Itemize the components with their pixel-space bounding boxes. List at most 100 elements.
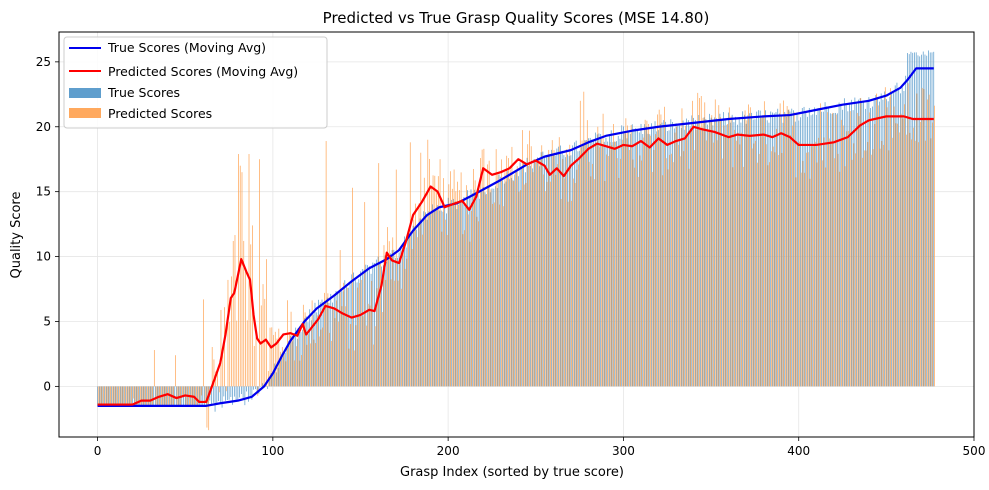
predicted-score-bar <box>616 158 618 387</box>
predicted-score-bar <box>420 152 422 387</box>
predicted-score-bar <box>152 386 153 406</box>
predicted-score-bar <box>411 248 413 387</box>
true-score-bar <box>798 120 800 387</box>
predicted-score-bar <box>134 386 136 406</box>
true-score-bar <box>840 103 842 387</box>
predicted-score-bar <box>369 305 371 387</box>
true-score-bar <box>230 386 232 397</box>
predicted-score-bar <box>129 386 131 406</box>
predicted-score-bar <box>274 331 276 387</box>
predicted-score-bar <box>329 332 331 387</box>
predicted-score-bar <box>699 97 700 387</box>
true-score-bar <box>102 386 104 406</box>
predicted-score-bar <box>862 157 863 387</box>
true-score-bar <box>716 118 717 387</box>
true-score-bar <box>779 113 780 387</box>
predicted-score-bar <box>451 188 453 387</box>
predicted-score-bar <box>723 125 725 387</box>
predicted-score-bar <box>551 140 553 387</box>
predicted-score-bar <box>664 106 665 387</box>
true-score-bar <box>807 116 808 387</box>
predicted-score-bar <box>762 115 763 387</box>
true-score-bar <box>728 112 730 387</box>
legend-label-pred-bars: Predicted Scores <box>108 106 212 121</box>
predicted-score-bar <box>166 386 167 406</box>
true-score-bar <box>384 255 386 387</box>
predicted-score-bar <box>741 132 742 387</box>
true-score-bar <box>530 165 531 387</box>
true-score-bar <box>581 147 582 387</box>
predicted-score-bar <box>576 169 578 387</box>
true-score-bar <box>135 386 137 406</box>
predicted-score-bar <box>562 158 564 387</box>
predicted-score-bar <box>688 168 690 387</box>
true-score-bar <box>577 151 579 387</box>
predicted-score-bar <box>148 386 150 406</box>
true-score-bar <box>295 327 297 387</box>
true-score-bar <box>277 367 279 387</box>
true-score-bar <box>747 115 749 387</box>
true-score-bar <box>870 108 872 387</box>
predicted-score-bar <box>709 121 711 387</box>
true-score-bar <box>165 386 167 406</box>
true-score-bar <box>857 99 859 387</box>
predicted-score-bar <box>434 175 436 387</box>
predicted-score-bar <box>860 97 862 387</box>
predicted-score-bar <box>525 182 527 387</box>
true-score-bar <box>761 115 763 387</box>
true-score-bar <box>565 157 567 387</box>
true-score-bar <box>253 386 254 390</box>
true-score-bar <box>414 226 416 387</box>
predicted-score-bar <box>502 206 504 387</box>
true-score-bar <box>400 247 402 387</box>
true-score-bar <box>132 386 134 406</box>
true-score-bar <box>873 98 875 387</box>
predicted-score-bar <box>218 386 220 393</box>
predicted-score-bar <box>376 288 378 387</box>
predicted-score-bar <box>702 117 704 387</box>
predicted-score-bar <box>641 160 643 387</box>
true-score-bar <box>223 386 225 397</box>
true-score-bar <box>505 181 507 387</box>
true-score-bar <box>875 95 877 387</box>
predicted-score-bar <box>665 158 667 387</box>
predicted-score-bar <box>495 149 497 387</box>
true-score-bar <box>709 113 710 387</box>
predicted-score-bar <box>357 287 359 387</box>
true-score-bar <box>244 386 246 406</box>
predicted-score-bar <box>336 300 338 387</box>
predicted-score-bar <box>153 350 155 387</box>
legend-swatch-true-bars <box>69 88 101 98</box>
predicted-score-bar <box>721 158 723 387</box>
predicted-score-bar <box>306 344 308 387</box>
true-score-bar <box>428 211 430 387</box>
y-tick-label: 20 <box>36 120 51 134</box>
predicted-score-bar <box>669 154 671 387</box>
true-score-bar <box>603 141 605 387</box>
y-tick-label: 15 <box>36 185 51 199</box>
true-score-bar <box>893 92 894 387</box>
true-score-bar <box>288 340 290 387</box>
true-score-bar <box>730 122 731 387</box>
true-score-bar <box>596 134 598 387</box>
predicted-score-bar <box>327 293 329 387</box>
predicted-score-bar <box>558 137 560 387</box>
predicted-score-bar <box>346 287 348 387</box>
predicted-score-bar <box>401 288 402 387</box>
predicted-score-bar <box>550 181 551 387</box>
true-score-bar <box>433 210 435 387</box>
true-score-bar <box>279 360 281 387</box>
predicted-score-bar <box>248 154 250 387</box>
true-score-bar <box>552 154 554 387</box>
predicted-score-bar <box>755 140 756 387</box>
true-score-bar <box>488 185 489 387</box>
predicted-score-bar <box>539 158 541 387</box>
true-score-bar <box>928 50 929 387</box>
true-score-bar <box>586 140 588 387</box>
true-score-bar <box>228 386 230 400</box>
predicted-score-bar <box>770 151 772 387</box>
true-score-bar <box>493 188 495 387</box>
predicted-score-bar <box>827 112 828 387</box>
predicted-score-bar <box>309 343 311 387</box>
predicted-score-bar <box>777 155 779 387</box>
